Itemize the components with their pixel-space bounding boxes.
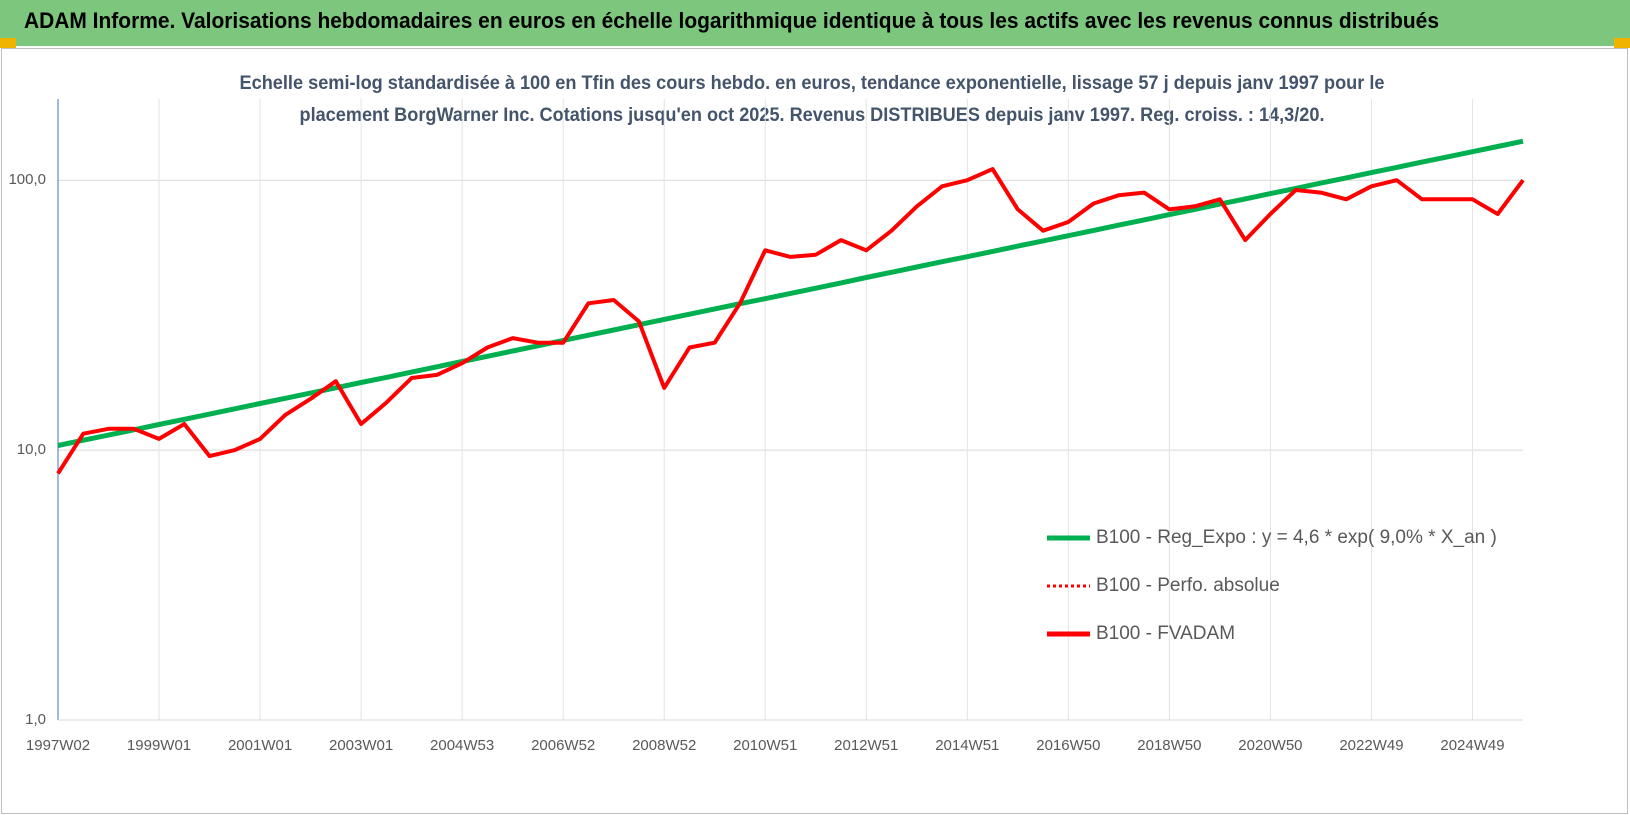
data-line <box>57 138 1524 448</box>
x-tick-label: 2010W51 <box>733 737 797 754</box>
y-tick-label: 100,0 <box>8 171 46 188</box>
chart-subtitle: placement BorgWarner Inc. Cotations jusq… <box>300 105 1325 126</box>
x-tick-label: 2020W50 <box>1238 737 1302 754</box>
plot-lines <box>56 138 1525 475</box>
chart-subtitle: Echelle semi-log standardisée à 100 en T… <box>240 73 1385 94</box>
x-tick-label: 2004W53 <box>430 737 494 754</box>
data-line <box>56 167 1525 475</box>
x-tick-label: 2016W50 <box>1036 737 1100 754</box>
corner-mark <box>1614 38 1630 48</box>
x-tick-label: 2024W49 <box>1440 737 1504 754</box>
x-tick-label: 2003W01 <box>329 737 393 754</box>
data-line <box>56 167 1525 475</box>
legend-label: B100 - Reg_Expo : y = 4,6 * exp( 9,0% * … <box>1096 527 1497 548</box>
chart-frame <box>1 48 1628 814</box>
title-banner <box>0 0 1630 46</box>
legend-label: B100 - Perfo. absolue <box>1096 575 1280 596</box>
x-tick-label: 2006W52 <box>531 737 595 754</box>
legend-label: B100 - FVADAM <box>1096 623 1235 644</box>
x-tick-label: 2008W52 <box>632 737 696 754</box>
corner-mark <box>0 38 16 48</box>
y-tick-label: 10,0 <box>17 441 46 458</box>
chart-title: ADAM Informe. Valorisations hebdomadaire… <box>24 8 1439 33</box>
x-tick-label: 2014W51 <box>935 737 999 754</box>
x-tick-label: 1997W02 <box>26 737 90 754</box>
x-tick-label: 1999W01 <box>127 737 191 754</box>
legend: B100 - Reg_Expo : y = 4,6 * exp( 9,0% * … <box>1047 527 1497 644</box>
x-tick-label: 2022W49 <box>1339 737 1403 754</box>
grid: 1,0 10,0 100,0 1997W02 1999W01 2001W01 2003W01… <box>8 99 1523 754</box>
y-tick-label: 1,0 <box>25 711 46 728</box>
x-tick-label: 2001W01 <box>228 737 292 754</box>
x-tick-label: 2012W51 <box>834 737 898 754</box>
x-tick-label: 2018W50 <box>1137 737 1201 754</box>
